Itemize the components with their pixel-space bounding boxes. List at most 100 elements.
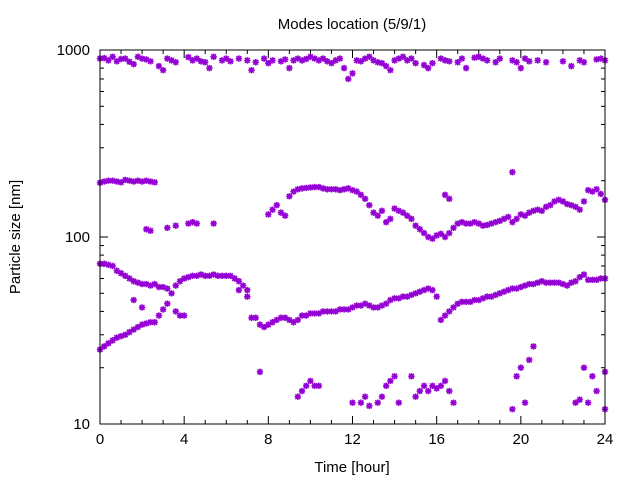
data-point bbox=[307, 377, 314, 385]
data-point bbox=[130, 296, 137, 304]
data-point bbox=[138, 178, 146, 185]
data-point bbox=[143, 56, 150, 63]
data-point bbox=[572, 203, 579, 211]
data-point bbox=[311, 310, 318, 317]
data-point bbox=[328, 186, 335, 193]
data-point bbox=[433, 293, 440, 300]
data-point bbox=[446, 229, 453, 237]
data-point bbox=[151, 179, 158, 186]
data-point bbox=[138, 55, 146, 62]
data-point bbox=[488, 293, 495, 300]
data-point bbox=[378, 59, 386, 67]
data-point bbox=[130, 178, 137, 185]
data-point bbox=[248, 66, 255, 74]
x-tick-label: 8 bbox=[264, 431, 272, 448]
data-point bbox=[429, 235, 436, 242]
data-point bbox=[374, 399, 381, 406]
data-point bbox=[382, 382, 390, 390]
data-point bbox=[374, 212, 381, 219]
data-point bbox=[109, 53, 116, 60]
data-point bbox=[542, 59, 550, 66]
data-point bbox=[437, 230, 445, 238]
data-point bbox=[193, 220, 200, 227]
data-point bbox=[138, 321, 146, 328]
data-point bbox=[122, 272, 129, 280]
data-point bbox=[303, 312, 310, 319]
data-point bbox=[420, 286, 428, 294]
data-point bbox=[357, 58, 365, 65]
data-point bbox=[526, 356, 533, 364]
data-point bbox=[176, 312, 184, 319]
data-point bbox=[370, 209, 377, 216]
data-point bbox=[143, 320, 150, 327]
x-tick-label: 20 bbox=[512, 431, 529, 448]
data-point bbox=[446, 387, 453, 395]
data-point bbox=[576, 396, 583, 403]
data-point bbox=[164, 224, 171, 231]
data-point bbox=[378, 302, 386, 309]
data-point bbox=[315, 183, 323, 191]
data-point bbox=[517, 283, 525, 291]
data-point bbox=[526, 280, 533, 288]
data-point bbox=[408, 291, 415, 299]
data-point bbox=[387, 296, 394, 304]
data-point bbox=[387, 377, 394, 385]
data-point bbox=[353, 57, 360, 64]
data-point bbox=[492, 291, 499, 299]
data-point bbox=[555, 279, 562, 286]
data-point bbox=[462, 220, 470, 227]
data-point bbox=[303, 184, 310, 192]
data-point bbox=[319, 55, 327, 62]
data-point bbox=[576, 57, 583, 64]
data-point bbox=[134, 323, 142, 331]
data-point bbox=[446, 195, 453, 203]
data-point bbox=[374, 304, 381, 311]
data-point bbox=[437, 382, 445, 390]
data-point bbox=[286, 316, 293, 324]
data-point bbox=[517, 364, 525, 371]
data-point bbox=[185, 273, 192, 281]
data-point bbox=[382, 218, 390, 226]
data-point bbox=[366, 53, 373, 60]
data-point bbox=[336, 306, 344, 313]
data-point bbox=[425, 233, 432, 241]
tick-labels: 0 4 8 12 16 20 24 10 100 1000 bbox=[57, 42, 614, 448]
data-point bbox=[239, 282, 247, 289]
data-point bbox=[269, 57, 276, 64]
data-point bbox=[269, 319, 276, 326]
data-point bbox=[214, 272, 222, 280]
data-point bbox=[197, 271, 205, 278]
data-point bbox=[353, 188, 360, 195]
data-point bbox=[138, 280, 146, 288]
axis-ticks bbox=[99, 49, 606, 425]
data-point bbox=[244, 286, 251, 294]
data-point bbox=[559, 280, 567, 288]
data-point bbox=[496, 55, 503, 62]
data-point bbox=[563, 282, 571, 289]
data-point bbox=[147, 58, 154, 65]
data-point bbox=[467, 220, 474, 227]
data-point bbox=[513, 59, 520, 66]
data-point bbox=[572, 278, 579, 285]
data-point bbox=[113, 267, 121, 274]
data-point bbox=[521, 282, 529, 289]
data-point bbox=[462, 64, 470, 72]
data-point bbox=[277, 58, 285, 65]
data-point bbox=[311, 382, 318, 390]
data-point bbox=[542, 203, 550, 211]
data-point bbox=[260, 55, 268, 62]
x-axis-label: Time [hour] bbox=[314, 459, 389, 476]
data-point bbox=[231, 275, 238, 282]
data-point bbox=[328, 308, 335, 315]
data-point bbox=[580, 59, 588, 66]
data-point bbox=[563, 200, 571, 208]
data-point bbox=[324, 58, 331, 65]
data-point bbox=[534, 57, 541, 64]
data-point bbox=[433, 385, 440, 392]
data-point bbox=[206, 272, 213, 280]
data-point bbox=[374, 59, 381, 66]
data-point bbox=[462, 298, 470, 306]
data-point bbox=[378, 207, 386, 215]
data-point bbox=[559, 198, 567, 205]
data-point bbox=[235, 278, 243, 285]
